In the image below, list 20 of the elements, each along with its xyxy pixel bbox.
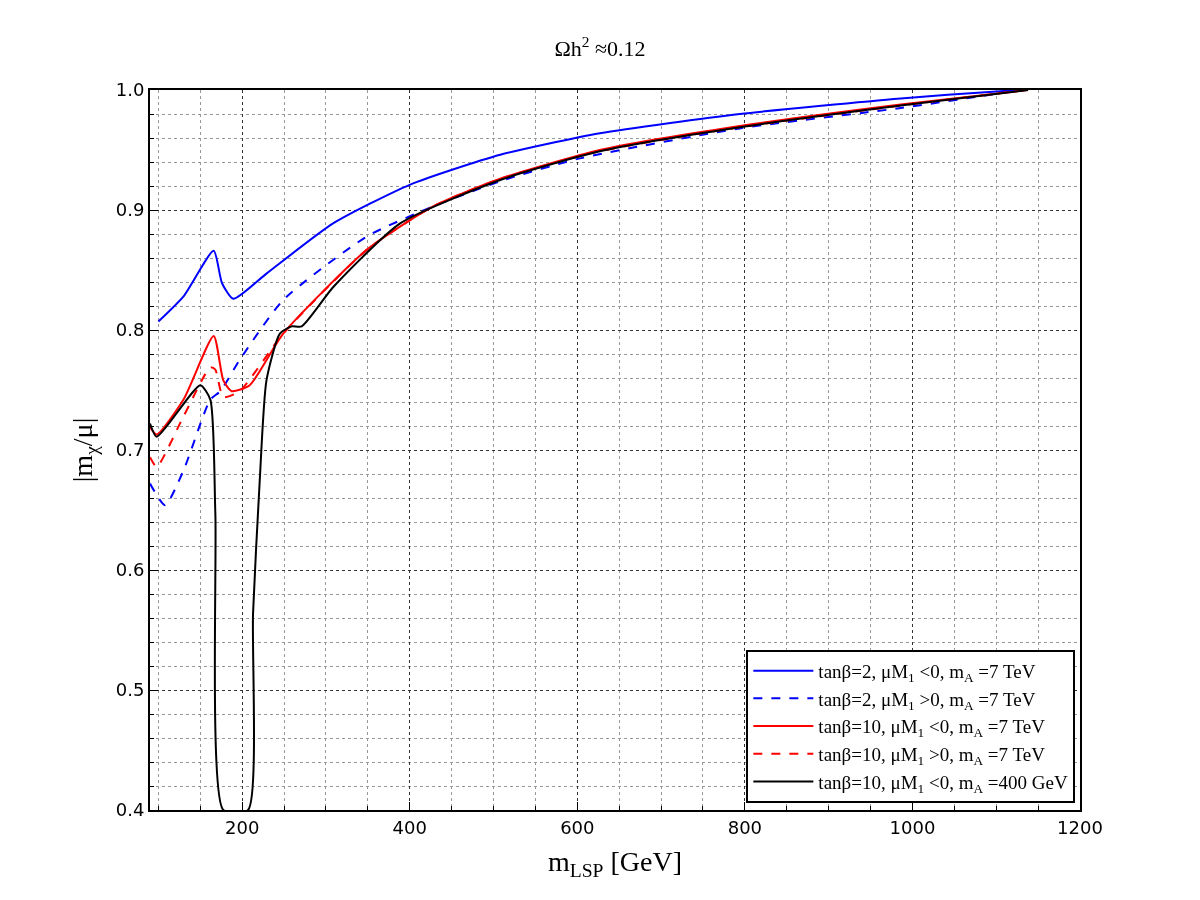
y-tick-label: 0.5 — [115, 679, 145, 701]
legend-label: tanβ=10, μM$_{1}$ >0, m$_{A}$ =7 TeV — [818, 744, 1046, 769]
x-tick-label: 800 — [727, 816, 763, 838]
y-tick-label: 0.4 — [115, 799, 145, 821]
legend-label: tanβ=2, μM$_{1}$ <0, m$_{A}$ =7 TeV — [818, 661, 1036, 686]
y-tick-label: 0.6 — [115, 559, 145, 581]
x-tick-label: 1000 — [889, 816, 936, 838]
chart-title: Ωh$^{2}$ ≈0.12 — [554, 32, 646, 61]
legend-label: tanβ=2, μM$_{1}$ >0, m$_{A}$ =7 TeV — [818, 688, 1036, 713]
x-tick-label: 400 — [392, 816, 427, 838]
x-tick-label: 200 — [224, 816, 260, 838]
y-tick-label: 1.0 — [115, 79, 145, 101]
y-tick-label: 0.7 — [115, 439, 145, 461]
y-tick-label: 0.9 — [115, 199, 145, 221]
x-axis-title: m$_{LSP}$ [GeV] — [547, 846, 683, 882]
x-tick-label: 1200 — [1057, 816, 1103, 838]
legend-label: tanβ=10, μM$_{1}$ <0, m$_{A}$ =400 GeV — [818, 771, 1068, 796]
y-tick-label: 0.8 — [115, 319, 145, 341]
x-tick-label: 600 — [560, 816, 595, 838]
legend-label: tanβ=10, μM$_{1}$ <0, m$_{A}$ =7 TeV — [818, 716, 1046, 741]
